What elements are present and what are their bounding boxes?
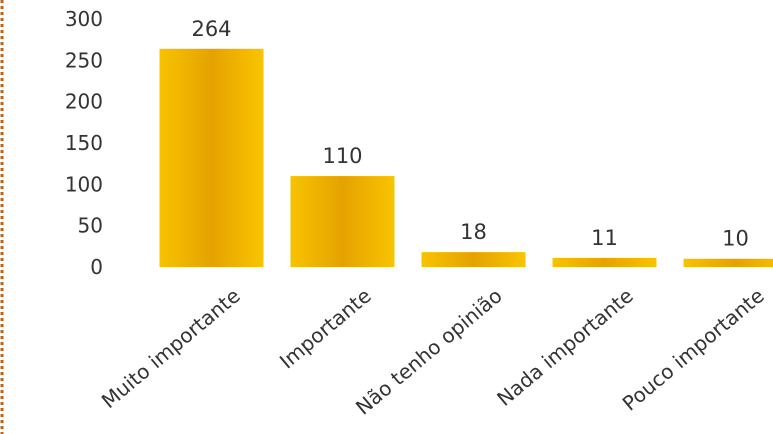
x-category-label: Importante	[275, 283, 376, 373]
bar	[422, 252, 526, 267]
y-tick-label: 200	[65, 90, 103, 114]
data-label: 11	[591, 226, 618, 250]
bar	[553, 258, 657, 267]
bar	[291, 176, 395, 267]
y-tick-label: 100	[65, 172, 103, 196]
x-category-label: Pouco importante	[618, 283, 769, 415]
x-category-label: Nada importante	[492, 283, 637, 410]
data-label: 10	[722, 227, 749, 251]
data-label: 264	[191, 17, 231, 41]
data-label: 18	[460, 220, 487, 244]
x-category-label: Não tenho opinião	[351, 283, 507, 419]
y-tick-label: 300	[65, 7, 103, 31]
y-tick-label: 50	[78, 214, 103, 238]
x-category-label: Muito importante	[97, 283, 245, 413]
y-tick-label: 0	[90, 255, 103, 279]
data-label: 110	[322, 144, 362, 168]
bar	[160, 49, 264, 267]
y-tick-label: 250	[65, 48, 103, 72]
y-tick-label: 150	[65, 131, 103, 155]
bar	[684, 259, 773, 267]
